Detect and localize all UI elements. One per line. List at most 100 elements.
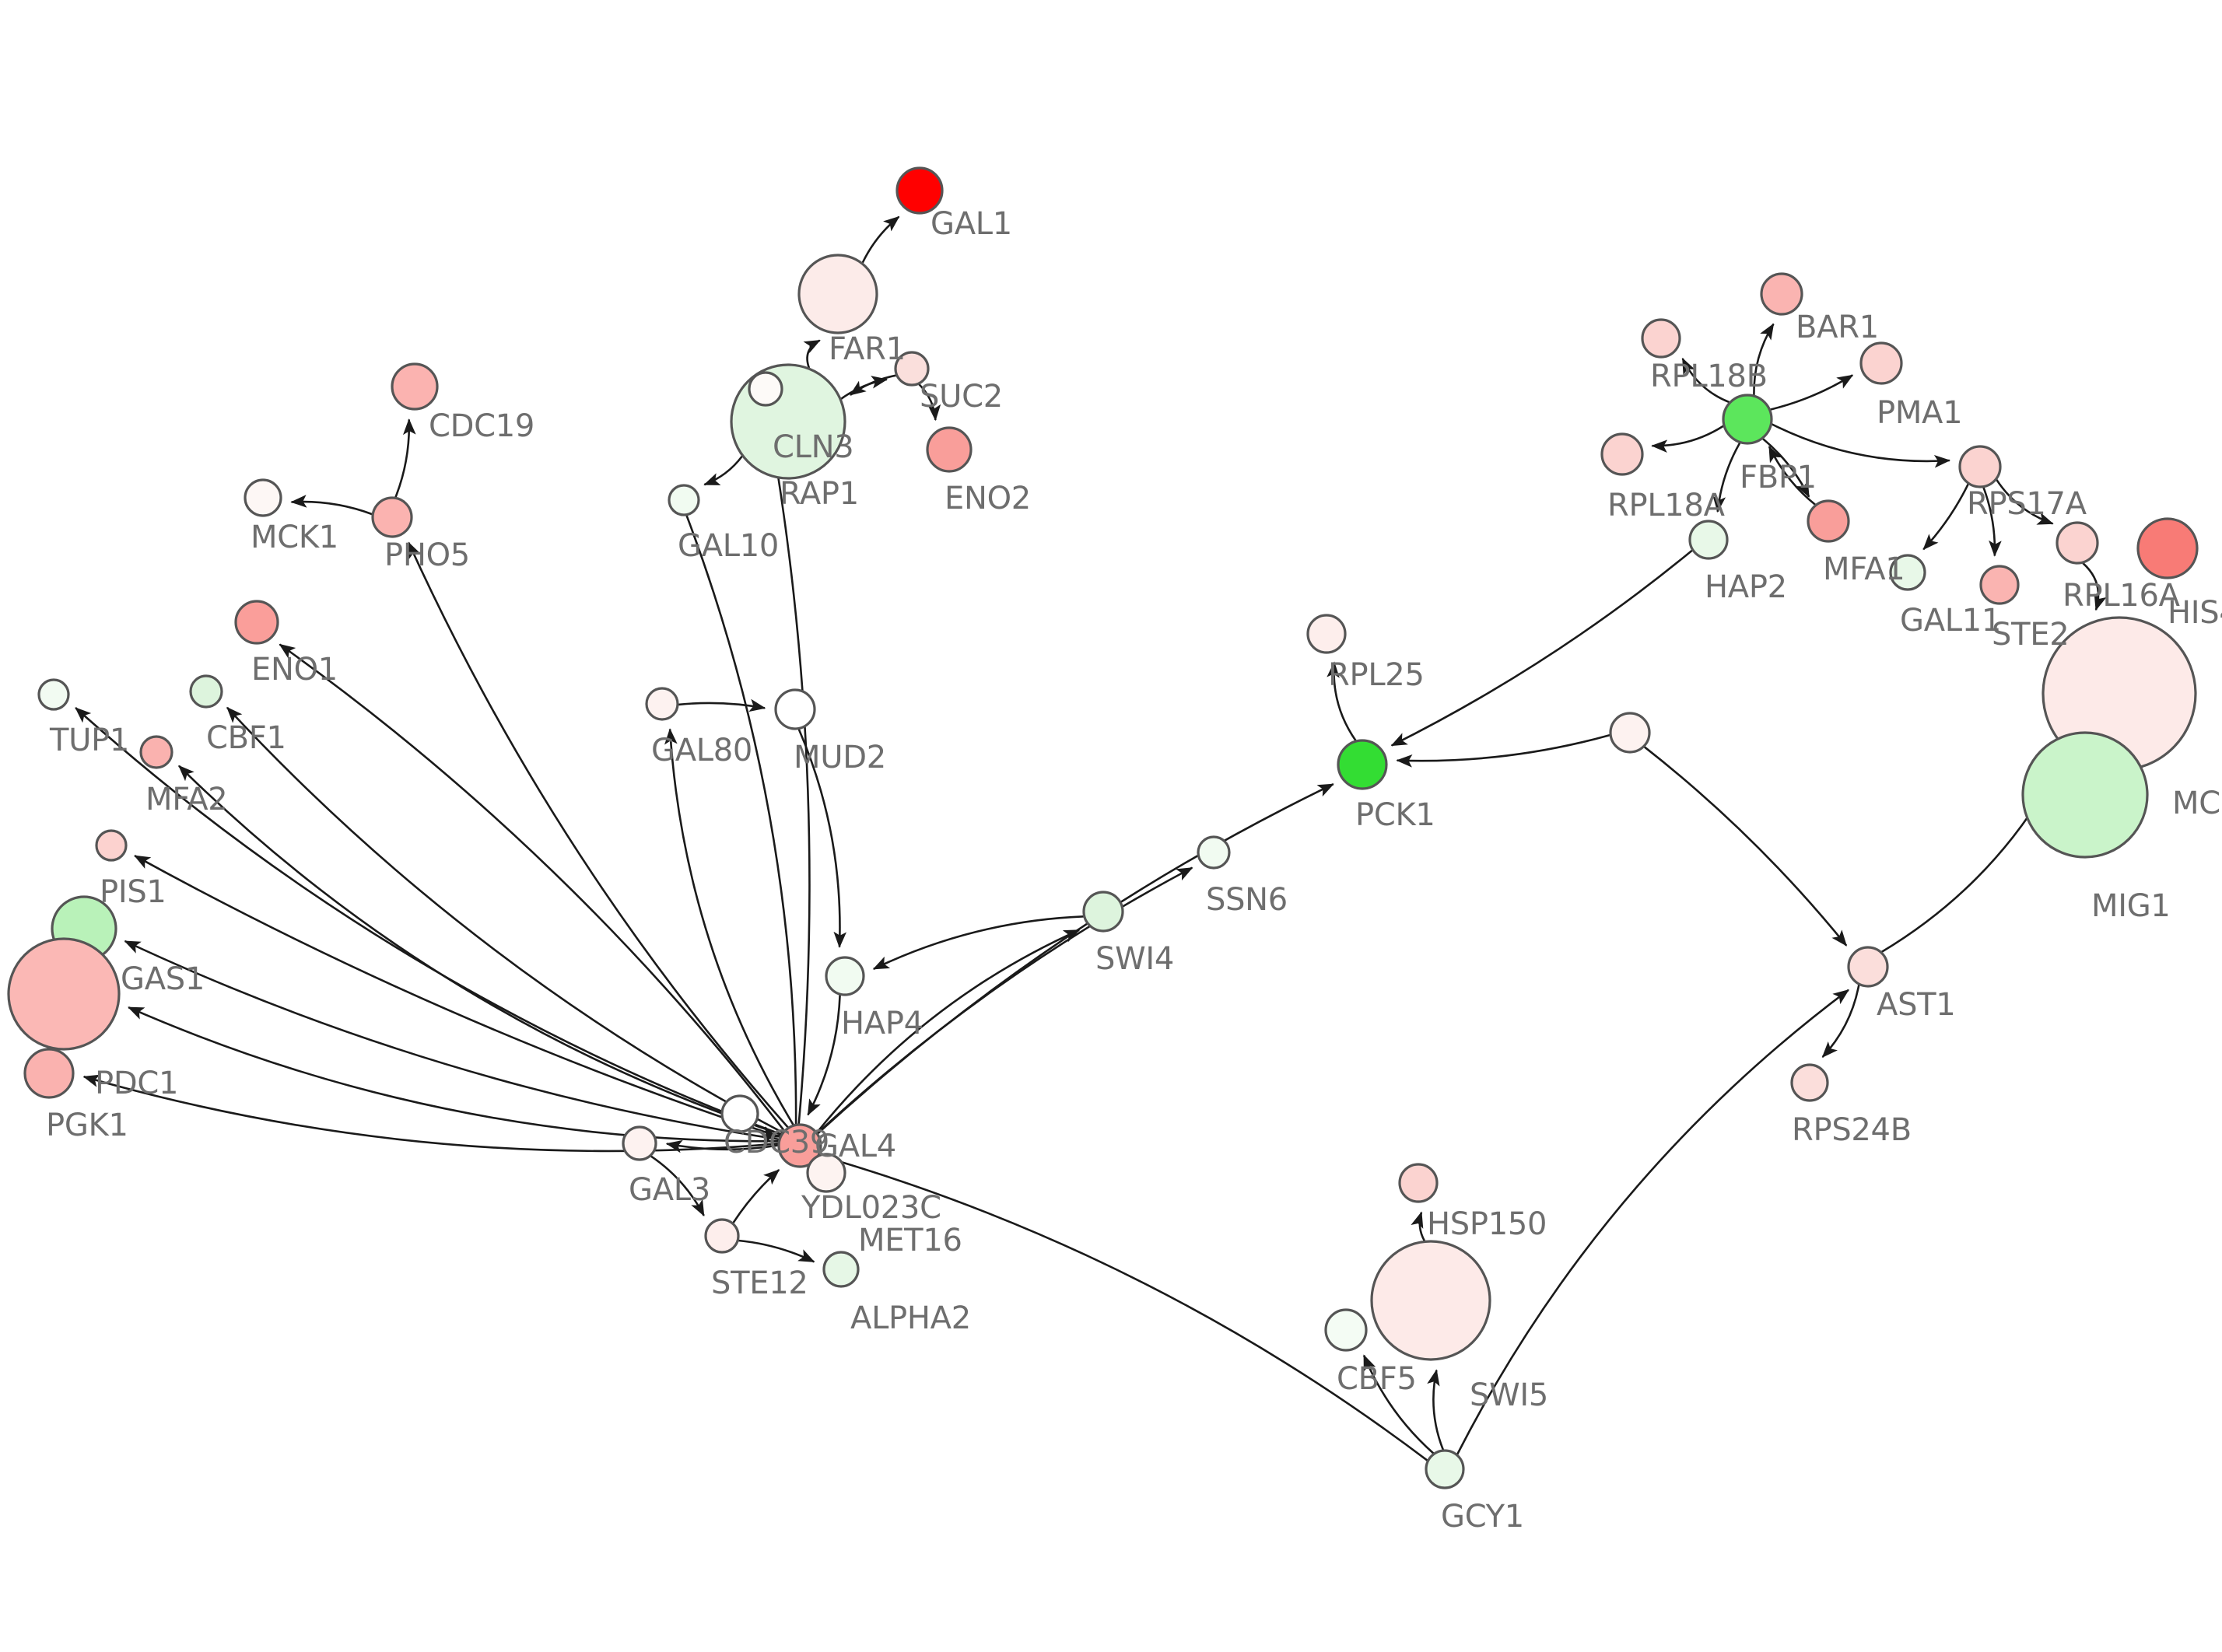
node-ste12[interactable] bbox=[704, 1218, 740, 1254]
node-cln3[interactable] bbox=[730, 363, 846, 480]
node-cdc39[interactable] bbox=[720, 1094, 759, 1133]
edge-pck1up-to-pck1 bbox=[1396, 733, 1610, 768]
edge-suc2-to-eno2 bbox=[918, 383, 941, 422]
node-alpha2[interactable] bbox=[822, 1251, 860, 1288]
edge-ste12-to-gal4 bbox=[732, 1169, 780, 1224]
edge-mfa1-to-fbp1 bbox=[1768, 446, 1817, 506]
edge-gcy1-to-swi5 bbox=[1427, 1369, 1445, 1451]
node-his4[interactable] bbox=[2136, 517, 2199, 579]
node-hap2[interactable] bbox=[1688, 520, 1729, 560]
edge-fbp1-to-mfa1 bbox=[1762, 438, 1810, 498]
node-pho5[interactable] bbox=[371, 496, 413, 538]
edge-swi5-to-hsp150 bbox=[1411, 1211, 1426, 1242]
node-rps24b[interactable] bbox=[1790, 1063, 1829, 1102]
node-cbf1[interactable] bbox=[189, 674, 223, 709]
node-cbf5[interactable] bbox=[1324, 1308, 1368, 1352]
node-cdc19[interactable] bbox=[391, 362, 439, 411]
node-eno2[interactable] bbox=[926, 426, 973, 473]
node-gal1[interactable] bbox=[895, 166, 944, 215]
edge-pck1-to-rpl25 bbox=[1327, 661, 1357, 741]
edge-gal4-to-cbf1 bbox=[226, 706, 783, 1134]
edge-layer bbox=[75, 215, 2107, 1461]
node-rap1[interactable] bbox=[748, 371, 783, 407]
edge-gal4-to-pis1 bbox=[134, 855, 780, 1139]
node-hap4[interactable] bbox=[825, 956, 865, 996]
edge-fbp1-to-rps17a bbox=[1771, 423, 1951, 468]
node-ste2[interactable] bbox=[1979, 565, 2020, 605]
edge-ste12-to-alpha2 bbox=[738, 1239, 815, 1263]
node-fbp1[interactable] bbox=[1722, 394, 1773, 445]
node-layer bbox=[7, 166, 2199, 1489]
node-mfa2[interactable] bbox=[139, 735, 173, 769]
node-pis1[interactable] bbox=[95, 829, 128, 862]
edge-rps17a-to-rpl16a bbox=[1996, 478, 2054, 525]
edge-rpl16a-to-mcm1 bbox=[2082, 562, 2107, 611]
node-rpl18a[interactable] bbox=[1600, 432, 1644, 476]
node-ydl023c[interactable] bbox=[806, 1153, 846, 1193]
edge-gal4-to-pck1 bbox=[817, 783, 1334, 1135]
edge-cln3-to-gal10 bbox=[703, 455, 743, 486]
edge-swi4-to-hap4 bbox=[872, 915, 1084, 970]
node-bar1[interactable] bbox=[1760, 272, 1803, 316]
node-ssn6[interactable] bbox=[1197, 835, 1231, 870]
edge-gal4-to-gal80 bbox=[664, 728, 794, 1125]
edge-gal4-to-tup1 bbox=[75, 707, 782, 1136]
node-swi5[interactable] bbox=[1370, 1240, 1491, 1361]
node-tup1[interactable] bbox=[37, 678, 70, 711]
edge-gal4-to-pho5 bbox=[408, 541, 789, 1129]
edge-gal4-to-gal3 bbox=[665, 1139, 779, 1153]
node-rpl16a[interactable] bbox=[2056, 521, 2099, 565]
edge-hap4-to-gal4 bbox=[807, 995, 841, 1116]
node-gal80[interactable] bbox=[645, 687, 679, 721]
node-mfa1[interactable] bbox=[1807, 499, 1850, 543]
edge-fbp1-to-rpl18b bbox=[1681, 357, 1730, 404]
edge-gcy1-to-cbf5 bbox=[1362, 1354, 1435, 1454]
node-hsp150[interactable] bbox=[1398, 1163, 1439, 1203]
edge-gal4-to-gcy1 bbox=[818, 1154, 1428, 1461]
edge-gal4-to-cdc39 bbox=[764, 1126, 781, 1144]
edge-fbp1-to-rpl18a bbox=[1651, 425, 1724, 453]
edge-cln3-to-suc2 bbox=[840, 376, 888, 400]
edge-cln3-to-far1 bbox=[803, 339, 821, 369]
node-gcy1[interactable] bbox=[1425, 1449, 1465, 1489]
edge-pho5-to-mck1 bbox=[290, 495, 373, 516]
node-rps17a[interactable] bbox=[1958, 445, 2002, 488]
node-gal10[interactable] bbox=[668, 484, 700, 516]
node-ast1[interactable] bbox=[1847, 946, 1889, 988]
edge-pho5-to-cdc19 bbox=[394, 418, 416, 498]
node-mig1[interactable] bbox=[2021, 731, 2149, 859]
node-swi4[interactable] bbox=[1082, 891, 1124, 933]
edge-rps17a-to-gal11 bbox=[1922, 483, 1969, 551]
node-pdc1[interactable] bbox=[7, 937, 121, 1051]
edge-fbp1-to-hap2 bbox=[1712, 442, 1741, 513]
node-mck1[interactable] bbox=[244, 478, 282, 517]
node-pgk1[interactable] bbox=[23, 1048, 75, 1099]
edge-gal4-to-pgk1 bbox=[82, 1074, 779, 1153]
edge-suc2-to-cln3 bbox=[849, 374, 897, 396]
edge-fbp1-to-pma1 bbox=[1770, 374, 1854, 411]
edge-hap2-to-pck1 bbox=[1390, 549, 1693, 747]
node-gal4[interactable] bbox=[777, 1123, 822, 1168]
edge-mud2-to-hap4 bbox=[797, 729, 847, 948]
edge-ast1-to-rps24b bbox=[1821, 984, 1860, 1058]
node-pck1up[interactable] bbox=[1609, 712, 1651, 754]
node-pck1[interactable] bbox=[1337, 739, 1388, 790]
edge-far1-to-gal1 bbox=[861, 215, 900, 264]
edge-rps17a-to-ste2 bbox=[1982, 487, 2002, 557]
node-gal3[interactable] bbox=[622, 1125, 657, 1161]
node-rpl25[interactable] bbox=[1306, 614, 1347, 654]
node-eno1[interactable] bbox=[234, 600, 279, 645]
edge-gal80-to-mud2 bbox=[678, 698, 766, 712]
edge-gal4-to-mfa2 bbox=[178, 765, 782, 1136]
node-mud2[interactable] bbox=[774, 688, 816, 730]
edge-rap1-to-gal4 bbox=[765, 405, 811, 1125]
edge-fbp1-to-bar1 bbox=[1753, 323, 1775, 396]
node-gal11[interactable] bbox=[1889, 554, 1926, 591]
node-far1[interactable] bbox=[797, 254, 878, 334]
node-rpl18b[interactable] bbox=[1641, 318, 1681, 359]
node-suc2[interactable] bbox=[894, 351, 930, 387]
edge-gal4-to-pdc1 bbox=[128, 1006, 779, 1143]
edge-gal4-to-swi4 bbox=[816, 929, 1081, 1133]
node-pma1[interactable] bbox=[1859, 341, 1903, 385]
